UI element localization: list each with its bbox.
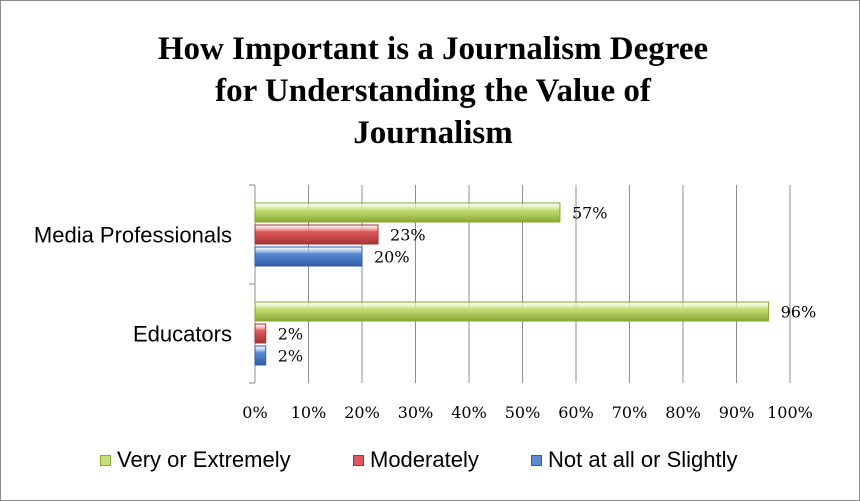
- x-tick-label: 10%: [291, 403, 327, 422]
- chart-title: How Important is a Journalism Degree for…: [0, 28, 846, 154]
- bar: [254, 246, 363, 267]
- category-label: Educators: [133, 322, 232, 347]
- x-tick-label: 90%: [719, 403, 755, 422]
- legend-swatch-not-at-all: [531, 454, 542, 466]
- data-label: 2%: [278, 347, 303, 366]
- bar: [254, 323, 267, 344]
- legend-item-moderately: Moderately: [353, 447, 479, 473]
- category-axis: [249, 184, 256, 384]
- x-tick-label: 40%: [451, 403, 487, 422]
- data-labels: 57% 23% 20% 96% 2% 2%: [278, 204, 816, 366]
- x-tick-label: 100%: [767, 403, 813, 422]
- legend-label-very: Very or Extremely: [117, 447, 291, 472]
- category-labels: Media Professionals Educators: [34, 223, 232, 347]
- x-tick-label: 80%: [665, 403, 701, 422]
- chart-title-line-2: for Understanding the Value of: [215, 73, 651, 109]
- bar: [254, 224, 379, 245]
- data-label: 57%: [572, 204, 608, 223]
- bar: [254, 345, 267, 366]
- chart-title-line-3: Journalism: [353, 115, 513, 151]
- legend-item-not-at-all: Not at all or Slightly: [531, 447, 738, 473]
- x-tick-label: 0%: [242, 403, 267, 422]
- legend-label-moderately: Moderately: [370, 447, 479, 472]
- x-tick-label: 30%: [398, 403, 434, 422]
- data-label: 2%: [278, 325, 303, 344]
- legend-item-very-or-extremely: Very or Extremely: [100, 447, 291, 473]
- legend: Very or Extremely Moderately Not at all …: [0, 447, 860, 477]
- data-label: 23%: [390, 226, 426, 245]
- x-tick-label: 20%: [344, 403, 380, 422]
- x-tick-label: 60%: [558, 403, 594, 422]
- bar: [254, 301, 770, 322]
- chart-title-line-1: How Important is a Journalism Degree: [157, 31, 709, 67]
- data-label: 96%: [781, 303, 817, 322]
- legend-swatch-very: [100, 454, 111, 466]
- bar: [254, 202, 561, 223]
- category-label: Media Professionals: [34, 223, 232, 248]
- legend-swatch-moderately: [353, 454, 364, 466]
- legend-label-not-at-all: Not at all or Slightly: [548, 447, 738, 472]
- x-tick-label: 70%: [612, 403, 648, 422]
- data-label: 20%: [374, 248, 410, 267]
- tick-labels: 0% 10% 20% 30% 40% 50% 60% 70% 80% 90% 100%: [242, 403, 813, 422]
- x-tick-label: 50%: [505, 403, 541, 422]
- bars: [254, 202, 770, 366]
